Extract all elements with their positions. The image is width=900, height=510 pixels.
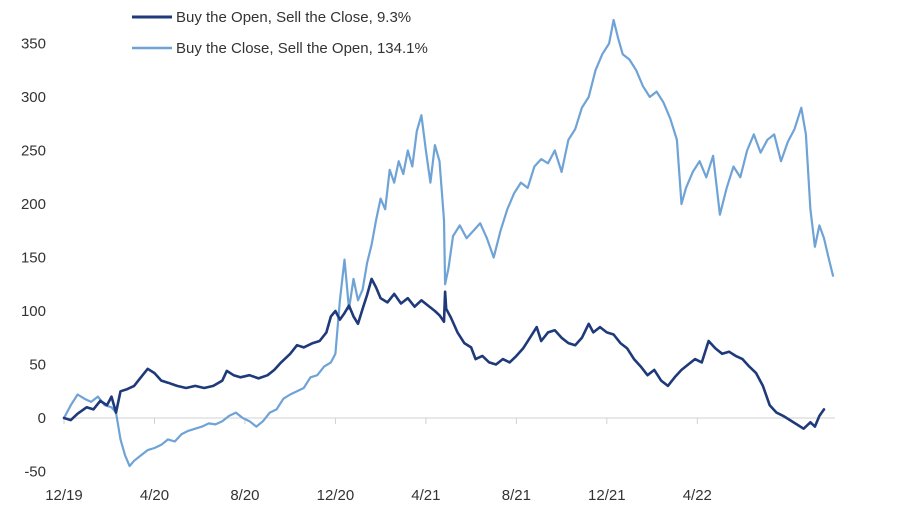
series-line-2	[62, 18, 835, 468]
x-tick-label: 8/21	[502, 487, 531, 504]
y-axis: -50 0 50 100 150 200 250 300 350	[21, 36, 46, 481]
x-tick-label: 12/19	[45, 487, 83, 504]
legend-label-1: Buy the Open, Sell the Close, 9.3%	[176, 9, 411, 26]
x-tick-label: 12/20	[317, 487, 355, 504]
y-tick-label: 0	[38, 410, 46, 427]
legend-label-2: Buy the Close, Sell the Open, 134.1%	[176, 40, 428, 57]
x-axis: 12/19 4/20 8/20 12/20 4/21 8/21 12/21 4/22	[45, 418, 712, 504]
y-tick-label: 200	[21, 196, 46, 213]
y-tick-label: 300	[21, 89, 46, 106]
x-tick-label: 4/22	[683, 487, 712, 504]
y-tick-label: 250	[21, 143, 46, 160]
series-layer	[62, 18, 835, 468]
x-tick-label: 4/21	[411, 487, 440, 504]
legend: Buy the Open, Sell the Close, 9.3% Buy th…	[132, 9, 428, 57]
y-tick-label: -50	[24, 464, 46, 481]
x-tick-label: 8/20	[230, 487, 259, 504]
y-tick-label: 150	[21, 250, 46, 267]
x-tick-label: 4/20	[140, 487, 169, 504]
series-line-1	[62, 277, 826, 430]
x-tick-label: 12/21	[588, 487, 626, 504]
y-tick-label: 100	[21, 303, 46, 320]
y-tick-label: 50	[29, 357, 46, 374]
y-tick-label: 350	[21, 36, 46, 53]
